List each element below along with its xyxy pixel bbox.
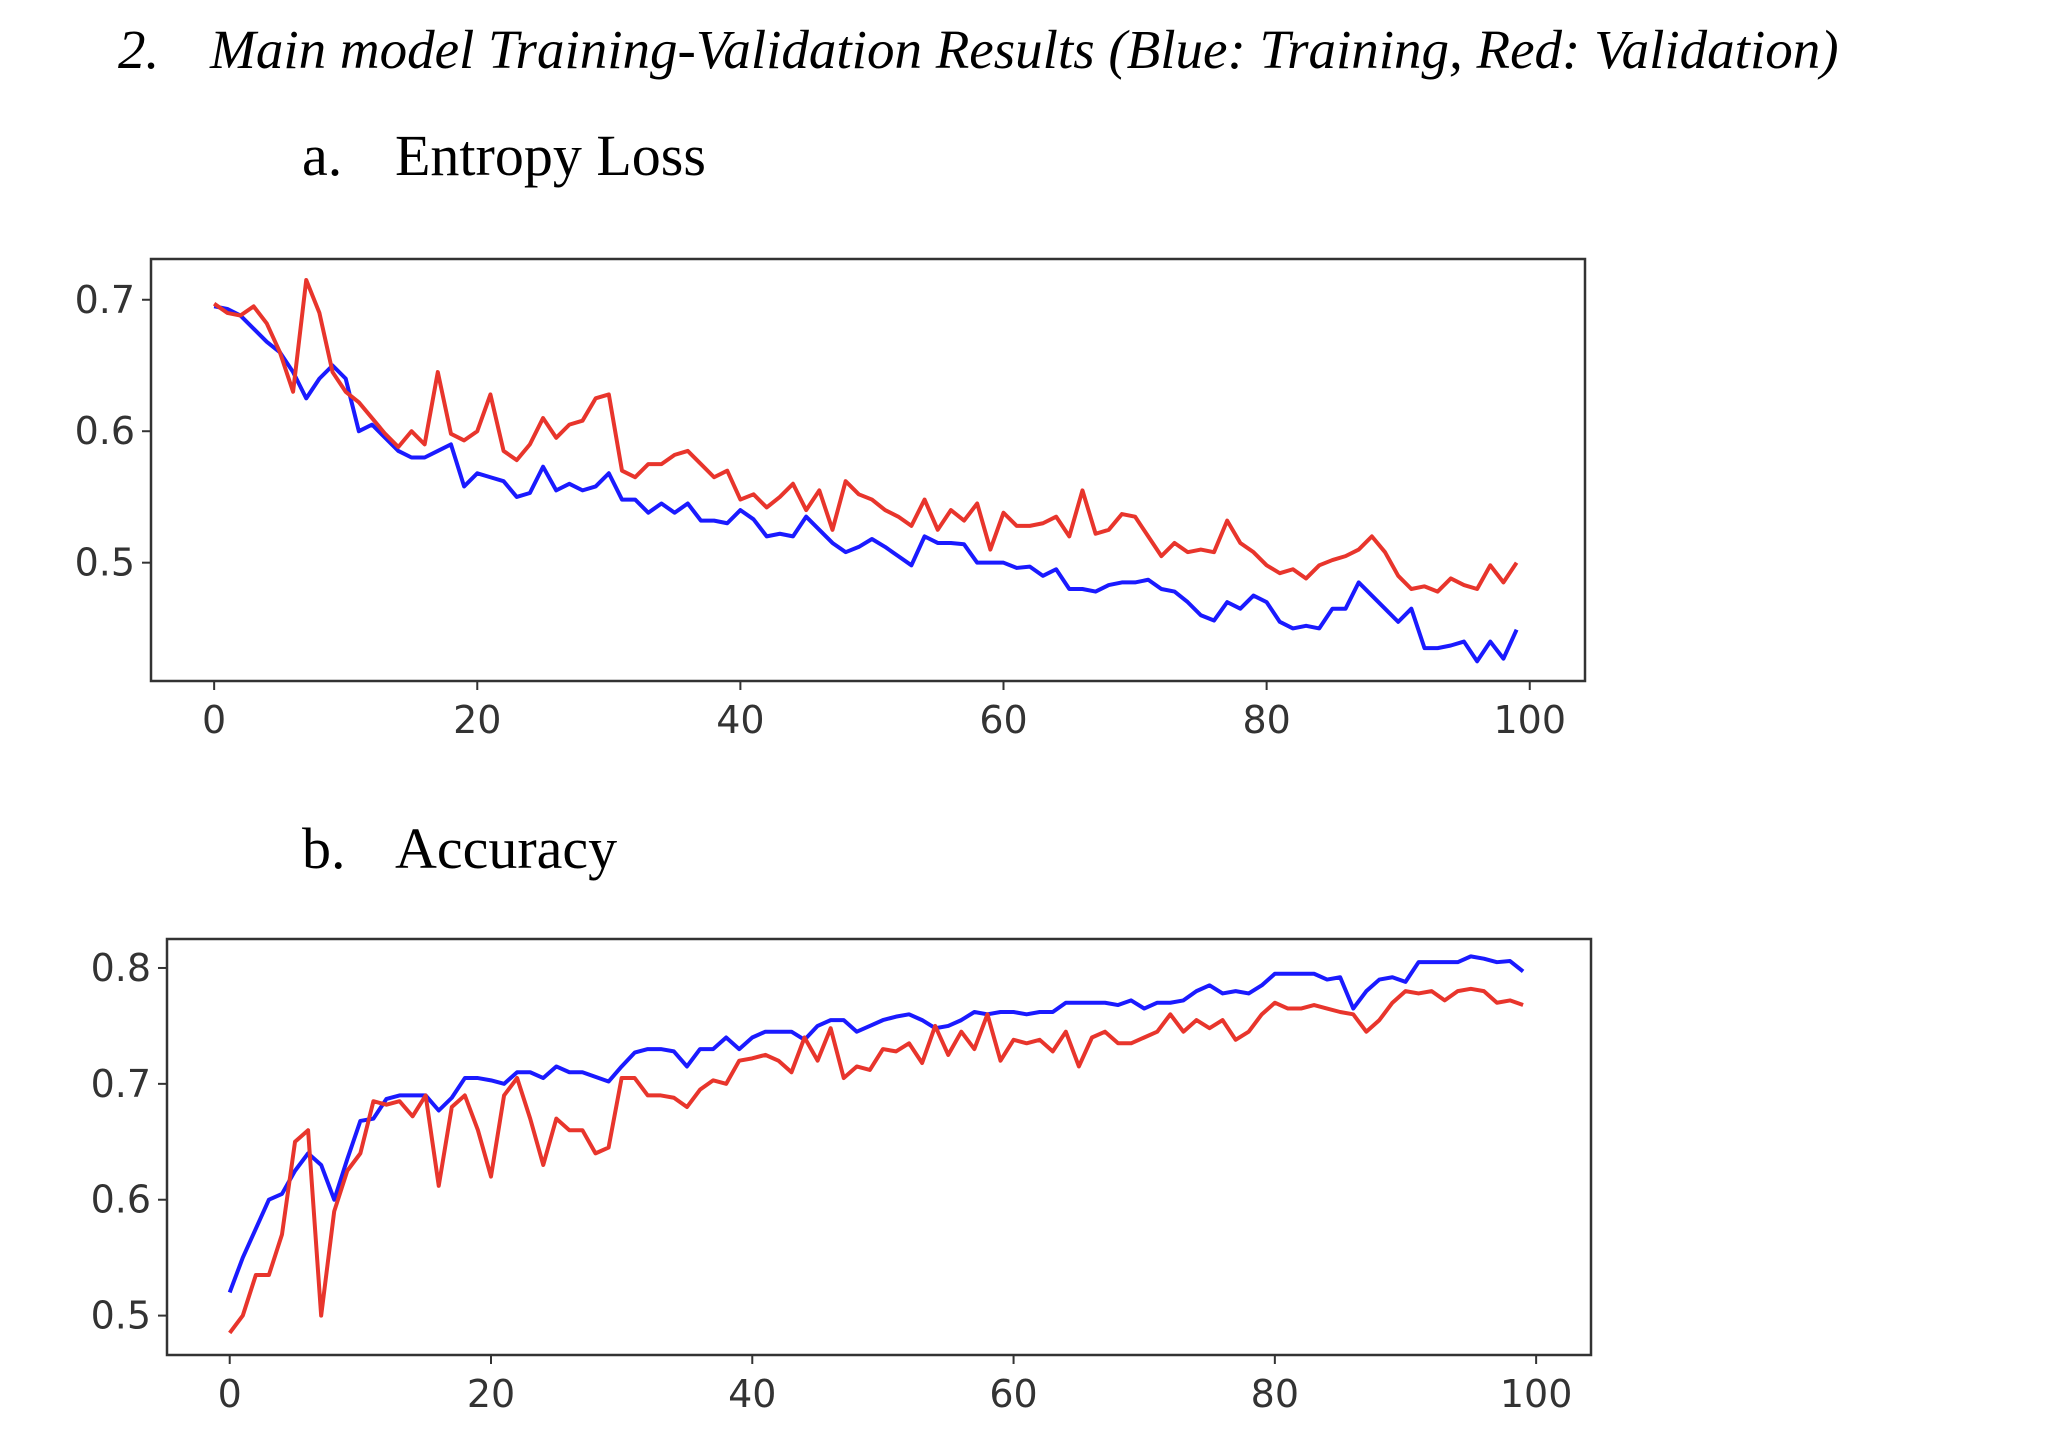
y-tick-label: 0.6 [75, 409, 135, 453]
x-tick-label: 40 [716, 698, 764, 742]
series-line [228, 986, 1524, 1335]
y-tick-label: 0.5 [91, 1294, 151, 1338]
x-tick-label: 100 [1500, 1372, 1573, 1416]
y-tick-label: 0.6 [91, 1178, 151, 1222]
series-line [213, 278, 1519, 594]
x-tick-label: 0 [202, 698, 226, 742]
x-tick-label: 60 [979, 698, 1027, 742]
y-tick-label: 0.5 [75, 541, 135, 585]
section-label: a. [302, 123, 342, 188]
plot-frame [149, 257, 1587, 683]
x-tick-label: 20 [453, 698, 501, 742]
section-title: Accuracy [395, 816, 617, 881]
y-tick-label: 0.7 [75, 278, 135, 322]
x-tick-label: 80 [1251, 1372, 1299, 1416]
plot-frame [165, 937, 1593, 1357]
series-line [213, 304, 1519, 664]
x-tick-label: 100 [1493, 698, 1566, 742]
x-tick-label: 40 [728, 1372, 776, 1416]
x-tick-label: 20 [467, 1372, 515, 1416]
x-tick-label: 0 [218, 1372, 242, 1416]
y-tick-label: 0.8 [91, 946, 151, 990]
section-label: b. [302, 816, 346, 881]
heading-number: 2. [118, 19, 159, 80]
x-tick-label: 80 [1242, 698, 1290, 742]
x-tick-label: 60 [989, 1372, 1037, 1416]
series-line [227, 954, 1525, 1294]
heading-text: Main model Training-Validation Results (… [209, 19, 1839, 80]
section-title: Entropy Loss [395, 123, 706, 188]
y-tick-label: 0.7 [91, 1062, 151, 1106]
